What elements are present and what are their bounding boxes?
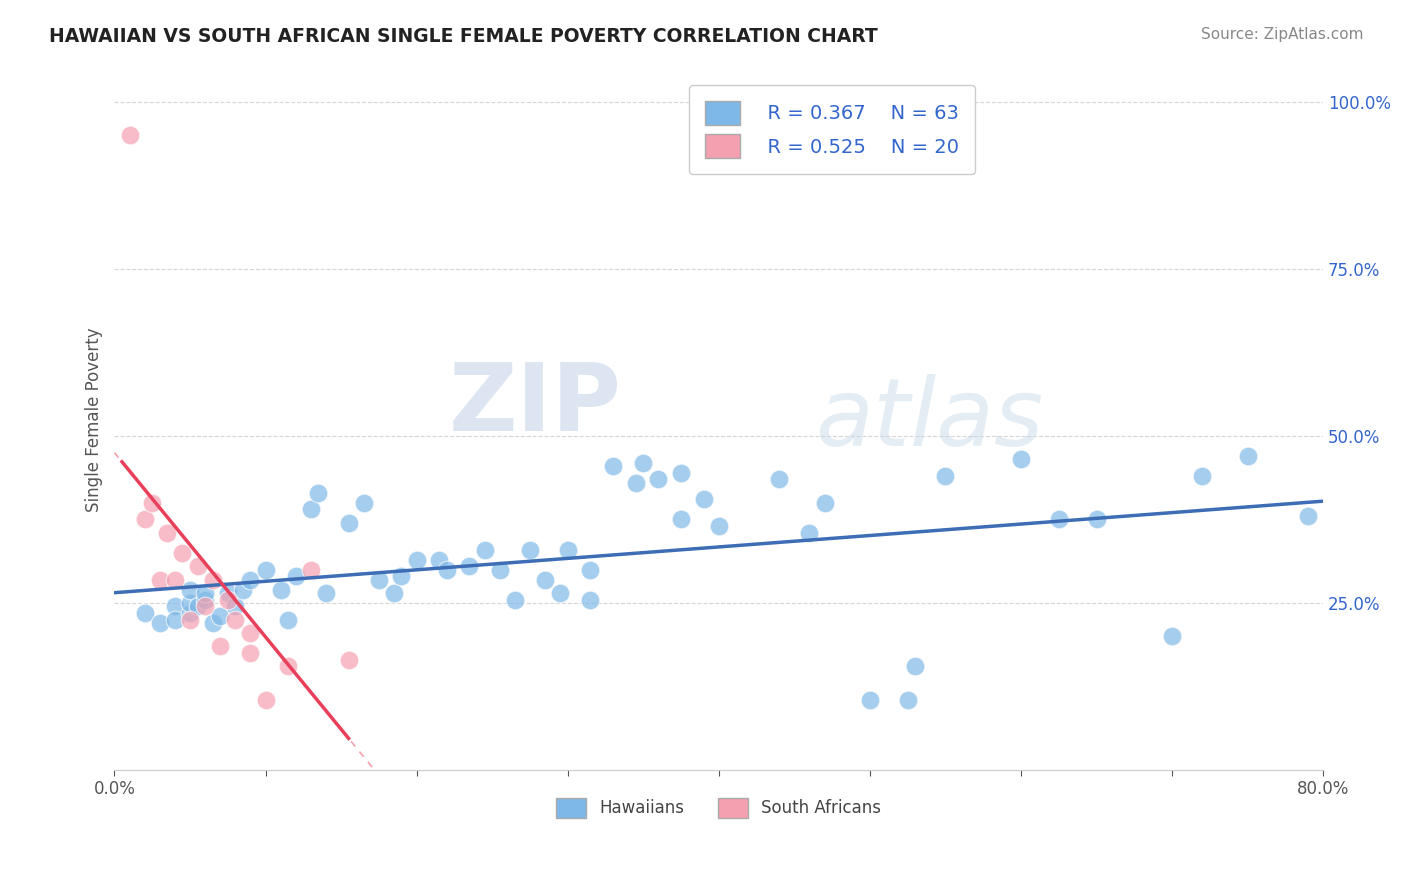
Point (436, 563, 458, 577)
Point (254, 693, 277, 707)
Point (382, 586, 405, 600)
Point (503, 592, 526, 607)
Point (163, 613, 186, 627)
Point (179, 596, 201, 610)
Point (224, 599, 246, 614)
Point (239, 573, 262, 587)
Point (602, 458, 624, 473)
Text: HAWAIIAN VS SOUTH AFRICAN SINGLE FEMALE POVERTY CORRELATION CHART: HAWAIIAN VS SOUTH AFRICAN SINGLE FEMALE … (49, 27, 877, 45)
Point (1010, 452, 1032, 467)
Point (149, 615, 172, 630)
Point (367, 573, 389, 587)
Legend: Hawaiians, South Africans: Hawaiians, South Africans (550, 791, 889, 825)
Point (427, 552, 450, 566)
Point (179, 613, 201, 627)
Point (624, 475, 647, 490)
Point (579, 592, 602, 607)
Point (163, 573, 186, 587)
Point (149, 573, 172, 587)
Point (707, 519, 730, 533)
Point (519, 542, 541, 557)
Point (172, 546, 194, 560)
Point (692, 492, 714, 507)
Point (307, 485, 329, 500)
Point (768, 472, 790, 486)
Point (1085, 512, 1108, 526)
Point (647, 472, 669, 486)
Point (315, 586, 337, 600)
Point (209, 609, 232, 624)
Point (284, 569, 307, 583)
Point (1236, 449, 1258, 463)
Point (669, 466, 692, 480)
Point (474, 542, 496, 557)
Point (488, 563, 510, 577)
Point (579, 563, 602, 577)
Point (232, 582, 254, 597)
Point (194, 586, 217, 600)
Point (813, 496, 835, 510)
Point (156, 525, 179, 540)
Text: ZIP: ZIP (449, 359, 621, 451)
Y-axis label: Single Female Poverty: Single Female Poverty (86, 327, 103, 512)
Point (134, 606, 156, 620)
Point (548, 586, 571, 600)
Point (141, 496, 163, 510)
Point (337, 653, 360, 667)
Point (239, 646, 262, 660)
Text: atlas: atlas (815, 374, 1043, 465)
Point (1161, 629, 1184, 643)
Point (209, 640, 232, 654)
Point (337, 516, 360, 530)
Point (239, 626, 262, 640)
Point (163, 599, 186, 614)
Point (1047, 512, 1070, 526)
Point (186, 559, 208, 574)
Point (1191, 469, 1213, 483)
Point (557, 542, 579, 557)
Point (934, 469, 956, 483)
Point (179, 582, 201, 597)
Point (631, 456, 654, 470)
Point (270, 582, 292, 597)
Point (405, 552, 427, 566)
Point (799, 525, 821, 540)
Point (391, 569, 413, 583)
Point (254, 563, 277, 577)
Point (201, 615, 224, 630)
Text: Source: ZipAtlas.com: Source: ZipAtlas.com (1201, 27, 1364, 42)
Point (118, 128, 141, 143)
Point (353, 496, 375, 510)
Point (201, 573, 224, 587)
Point (299, 502, 322, 516)
Point (859, 693, 882, 707)
Point (669, 512, 692, 526)
Point (277, 659, 299, 673)
Point (897, 693, 920, 707)
Point (217, 592, 239, 607)
Point (179, 606, 201, 620)
Point (534, 573, 557, 587)
Point (134, 512, 156, 526)
Point (458, 559, 481, 574)
Point (194, 592, 217, 607)
Point (224, 613, 246, 627)
Point (904, 659, 927, 673)
Point (277, 613, 299, 627)
Point (194, 599, 217, 614)
Point (217, 586, 239, 600)
Point (1296, 509, 1319, 524)
Point (299, 563, 322, 577)
Point (186, 599, 208, 614)
